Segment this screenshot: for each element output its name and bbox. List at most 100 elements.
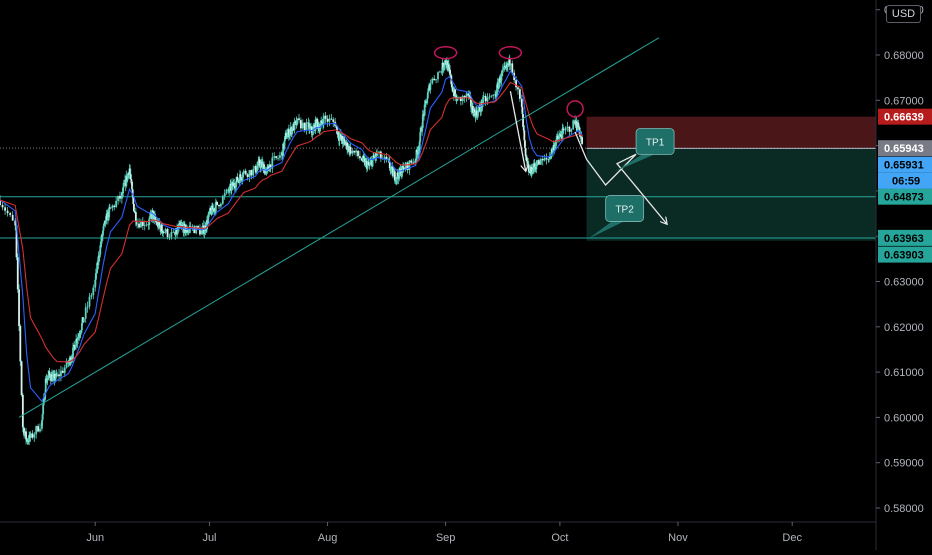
candle-body [500,72,503,81]
candle-body [522,114,524,127]
candle-body [561,128,564,139]
candle-body [37,426,39,432]
candle-body [400,172,403,176]
candle-body [353,150,356,153]
take-profit-zone[interactable] [586,148,876,241]
candle-body [42,397,45,405]
candle-body [273,156,276,158]
price-tag-6[interactable]: 0.63903 [878,246,932,263]
candle-body [252,169,255,176]
candle-body [285,132,288,139]
candle-body [320,120,323,123]
candle-body [361,160,364,162]
candle-body [486,97,489,102]
price-tag-5[interactable]: 0.63963 [878,229,932,246]
candle-body [541,159,544,161]
candle-body [41,414,44,421]
candle-body [74,346,77,350]
candle-body [496,84,498,95]
price-tag-bg [878,156,932,173]
candle-body [261,163,264,168]
candle-body [111,205,114,209]
candle-body [244,170,247,175]
candle-body [355,150,358,153]
projection-path-1[interactable] [509,91,525,170]
candle-body [360,158,363,161]
callout-box [635,128,675,155]
candle-body [181,225,184,227]
candle-body [72,344,75,348]
countdown-bg [878,172,932,189]
ascending-trendline[interactable] [18,37,660,418]
candle-body [555,136,558,141]
candle-body [148,219,151,226]
currency-badge[interactable]: USD [886,5,921,23]
candle-body [426,92,429,99]
candle-body [240,177,243,180]
candle-body [294,121,297,123]
candle-body [580,136,583,138]
candle-body [275,156,278,158]
candle-body [235,181,238,188]
moving-averages [0,69,584,403]
candle-body [22,427,25,429]
candle-body [379,151,382,159]
candle-body [82,318,85,322]
candle-body [547,159,550,161]
stop-loss-zone[interactable] [586,116,876,149]
candle-body [115,200,118,207]
candle-body [421,127,424,132]
time-axis[interactable]: Jun Jul Aug Sep Oct Nov Dec [0,521,876,544]
candle-body [442,62,444,69]
candle-body [259,163,262,168]
candle-body [566,126,569,128]
candle-body [402,165,404,168]
candle-body [498,82,500,89]
price-tag-1[interactable]: 0.66639 [878,108,932,125]
projection-path-2[interactable] [574,131,666,224]
top-marker-3[interactable] [566,100,584,118]
top-marker-2[interactable] [498,45,523,60]
candle-body [326,118,329,122]
candle-body [168,236,171,238]
candle-body [336,125,338,134]
candle-body [439,71,441,73]
candle-body [548,158,550,160]
candle-body [427,88,430,93]
tp-callout-tp2[interactable]: TP2 [588,195,645,239]
candle-body [366,163,369,169]
candle-body [287,129,290,138]
candle-body [133,211,136,213]
candle-body [6,210,9,214]
candle-body [103,223,106,227]
price-tags: 0.66639 0.65943 0.65931 0.64873 0.63963 0.639… [878,108,932,263]
candle-body [408,160,411,171]
candle-body [102,226,105,231]
price-tag-3[interactable]: 0.65931 [878,156,932,173]
candle-body [164,229,167,233]
x-tick-label: Oct [551,532,568,544]
top-marker-1[interactable] [433,45,458,60]
candle-body [4,207,6,211]
tp-callout-tp1[interactable]: TP1 [615,128,675,172]
candle-body [288,134,291,138]
candle-body [286,137,288,139]
y-tick-label: 0.61000 [884,367,924,379]
tp-label: TP2 [615,205,634,216]
candle-body [95,273,98,274]
candle-body [197,226,199,229]
candle-body [555,140,557,146]
candle-body [131,189,134,197]
candle-body [117,195,119,201]
candle-body [228,185,231,192]
price-tag-4[interactable]: 0.64873 [878,188,932,205]
candle-body [44,392,46,400]
ema-slow-line[interactable] [0,81,583,363]
candle-body [96,263,99,274]
candle-body [76,339,79,343]
price-tag-2[interactable]: 0.65943 [878,140,932,157]
candle-body [400,169,403,176]
candle-body [159,225,161,227]
